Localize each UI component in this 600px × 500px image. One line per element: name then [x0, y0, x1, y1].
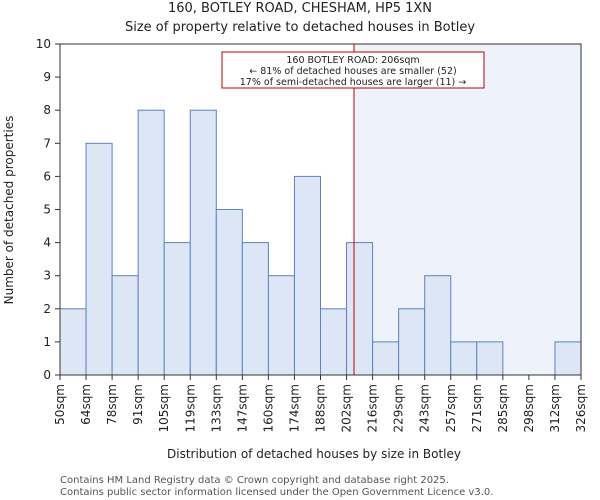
bar-229sqm: [398, 308, 426, 376]
footer-line2: Contains public sector information licen…: [60, 487, 493, 498]
bar-119sqm: [189, 109, 217, 376]
annotation-title: 160 BOTLEY ROAD: 206sqm: [286, 55, 419, 66]
bar-147sqm: [241, 242, 269, 376]
x-tick-label: 160sqm: [261, 384, 275, 432]
y-tick-label: 2: [43, 302, 51, 316]
annotation-box: [221, 51, 485, 89]
bar-188sqm: [320, 308, 348, 376]
x-tick-label: 91sqm: [131, 384, 145, 425]
y-tick-label: 6: [43, 169, 51, 183]
x-tick-label: 64sqm: [79, 384, 93, 425]
x-tick-label: 271sqm: [470, 384, 484, 432]
x-tick-label: 147sqm: [235, 384, 249, 432]
chart-title-line1: 160, BOTLEY ROAD, CHESHAM, HP5 1XN: [168, 1, 432, 16]
x-tick-label: 298sqm: [522, 384, 536, 432]
bar-257sqm: [450, 341, 478, 376]
y-tick-label: 10: [36, 37, 51, 51]
bar-91sqm: [137, 109, 165, 376]
x-tick-label: 257sqm: [444, 384, 458, 432]
annotation-smaller: ← 81% of detached houses are smaller (52…: [249, 66, 456, 77]
x-tick-label: 312sqm: [548, 384, 562, 432]
y-tick-label: 7: [43, 136, 51, 150]
y-tick-label: 3: [43, 269, 51, 283]
x-axis-label: Distribution of detached houses by size …: [167, 447, 461, 461]
x-tick-label: 188sqm: [314, 384, 328, 432]
y-tick-label: 0: [43, 368, 51, 382]
bar-271sqm: [476, 341, 504, 376]
bar-50sqm: [59, 308, 87, 376]
y-tick-label: 9: [43, 70, 51, 84]
x-tick-label: 119sqm: [183, 384, 197, 432]
x-tick-label: 78sqm: [105, 384, 119, 425]
x-tick-label: 243sqm: [418, 384, 432, 432]
x-tick-label: 174sqm: [287, 384, 301, 432]
y-tick-label: 4: [43, 236, 51, 250]
annotation-larger: 17% of semi-detached houses are larger (…: [240, 77, 467, 88]
x-tick-label: 326sqm: [574, 384, 588, 432]
x-tick-label: 50sqm: [53, 384, 67, 425]
bar-202sqm: [346, 242, 374, 376]
bar-312sqm: [554, 341, 582, 376]
bar-64sqm: [85, 142, 113, 376]
bar-174sqm: [293, 175, 322, 376]
y-axis: 0 1 2 3 4 5 6 7 8 9 10: [36, 37, 60, 382]
bar-133sqm: [215, 209, 243, 376]
bar-series: [59, 109, 582, 376]
bar-105sqm: [163, 242, 191, 376]
y-tick-label: 5: [43, 203, 51, 217]
x-tick-label: 285sqm: [496, 384, 510, 432]
x-axis: 50sqm 64sqm 78sqm 91sqm 105sqm 119sqm 133sqm 14…: [53, 375, 588, 432]
x-tick-label: 216sqm: [366, 384, 380, 432]
y-tick-label: 8: [43, 103, 51, 117]
y-axis-label: Number of detached properties: [2, 116, 16, 305]
bar-160sqm: [267, 275, 295, 376]
bar-78sqm: [111, 275, 139, 376]
x-tick-label: 202sqm: [340, 384, 354, 432]
highlight-region: [353, 44, 581, 375]
bar-216sqm: [372, 341, 400, 376]
x-tick-label: 133sqm: [209, 384, 223, 432]
x-tick-label: 229sqm: [392, 384, 406, 432]
bar-243sqm: [424, 275, 452, 376]
footer-line1: Contains HM Land Registry data © Crown c…: [60, 475, 449, 486]
chart-title-line2: Size of property relative to detached ho…: [125, 20, 475, 35]
x-tick-label: 105sqm: [157, 384, 171, 432]
y-tick-label: 1: [43, 335, 51, 349]
